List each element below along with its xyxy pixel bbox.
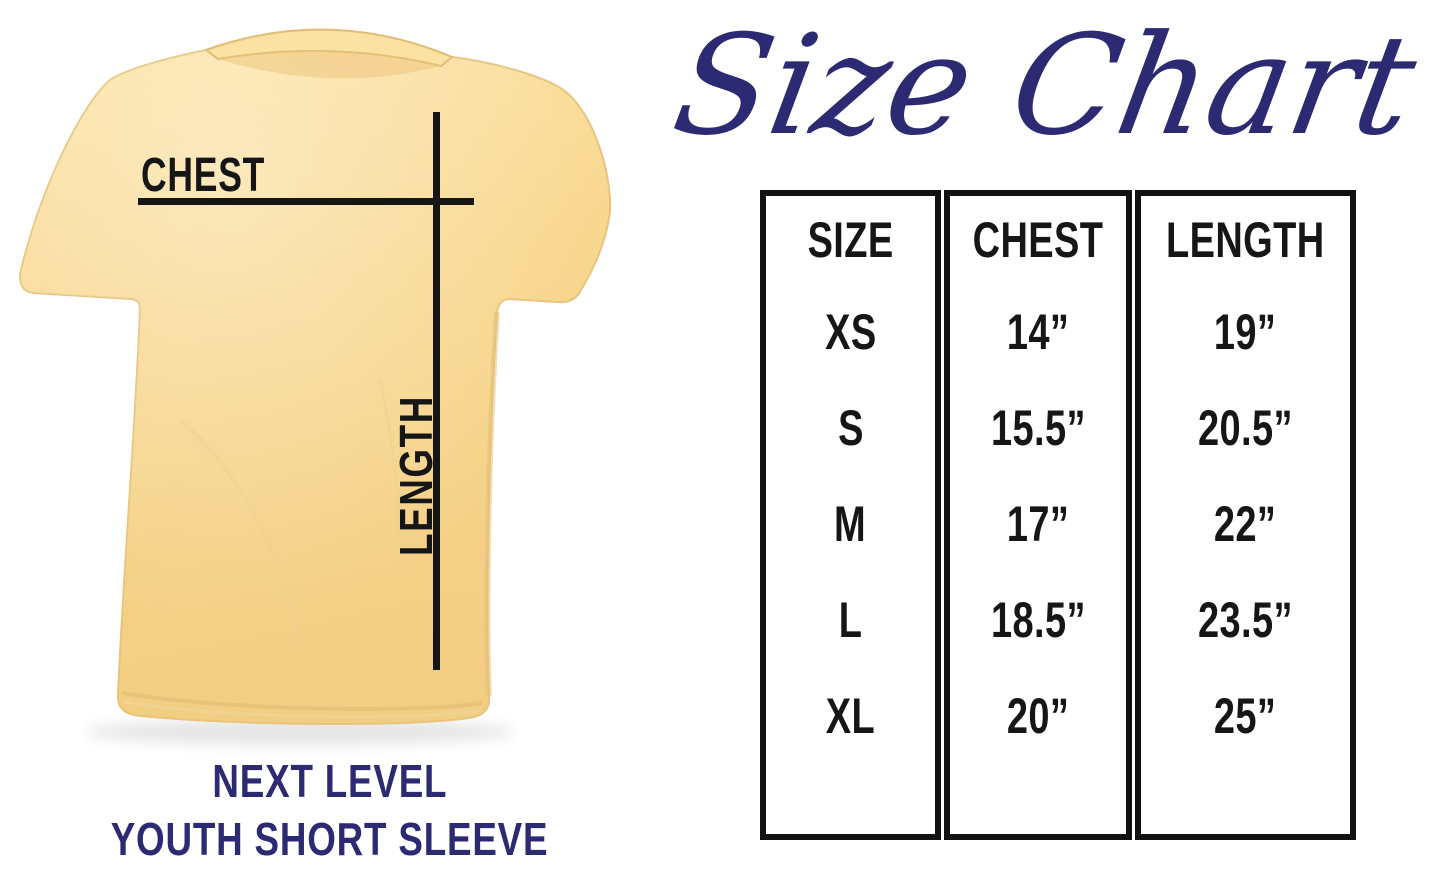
chest-cell: 20”	[1006, 688, 1070, 744]
product-line-1: NEXT LEVEL	[212, 755, 448, 807]
shirt-shadow	[85, 719, 515, 745]
chest-cell: 15.5”	[990, 400, 1086, 456]
table-column-length: LENGTH 19” 20.5” 22” 23.5” 25”	[1135, 190, 1356, 840]
table-column-chest: CHEST 14” 15.5” 17” 18.5” 20”	[944, 190, 1132, 840]
chest-measurement-line	[138, 198, 474, 205]
wrinkle	[178, 418, 302, 651]
size-cell: XS	[824, 304, 877, 360]
chest-label: CHEST	[141, 151, 309, 201]
size-chart-table: SIZE XS S M L XL CHEST 14” 15.5” 17” 18.…	[760, 190, 1356, 840]
length-cell: 23.5”	[1197, 592, 1293, 648]
length-cell: 25”	[1214, 688, 1277, 744]
length-label-text: LENGTH	[390, 395, 442, 556]
size-cell: S	[837, 400, 864, 456]
length-measurement-line	[433, 112, 440, 670]
column-header-length: LENGTH	[1166, 212, 1325, 268]
product-line-2: YOUTH SHORT SLEEVE	[111, 813, 549, 865]
length-label: LENGTH	[390, 355, 442, 556]
chest-cell: 18.5”	[990, 592, 1086, 648]
length-cell: 22”	[1214, 496, 1277, 552]
size-chart-panel: Size Chart SIZE XS S M L XL CHEST 14” 15…	[663, 0, 1445, 869]
tshirt-panel: CHEST LENGTH NEXT LEVEL YOUTH SHORT SLEE…	[0, 0, 690, 869]
body-shading	[484, 311, 500, 697]
length-cell: 20.5”	[1197, 400, 1293, 456]
tshirt-image	[19, 28, 612, 745]
size-chart-title: Size Chart	[663, 5, 1427, 166]
column-header-chest: CHEST	[972, 212, 1104, 268]
chest-label-text: CHEST	[141, 149, 266, 202]
chest-cell: 17”	[1006, 496, 1070, 552]
size-cell: M	[834, 496, 867, 552]
shirt-highlight	[20, 29, 611, 725]
table-column-size: SIZE XS S M L XL	[760, 190, 941, 840]
product-name: NEXT LEVEL YOUTH SHORT SLEEVE	[0, 752, 660, 868]
column-header-size: SIZE	[807, 212, 894, 268]
hem-fold-2	[123, 700, 481, 719]
chest-cell: 14”	[1006, 304, 1070, 360]
collar-shadow	[218, 50, 441, 79]
size-cell: L	[838, 592, 863, 648]
hem-fold	[121, 691, 483, 711]
size-cell: XL	[825, 688, 876, 744]
length-cell: 19”	[1214, 304, 1277, 360]
wrinkle-2	[378, 379, 403, 641]
